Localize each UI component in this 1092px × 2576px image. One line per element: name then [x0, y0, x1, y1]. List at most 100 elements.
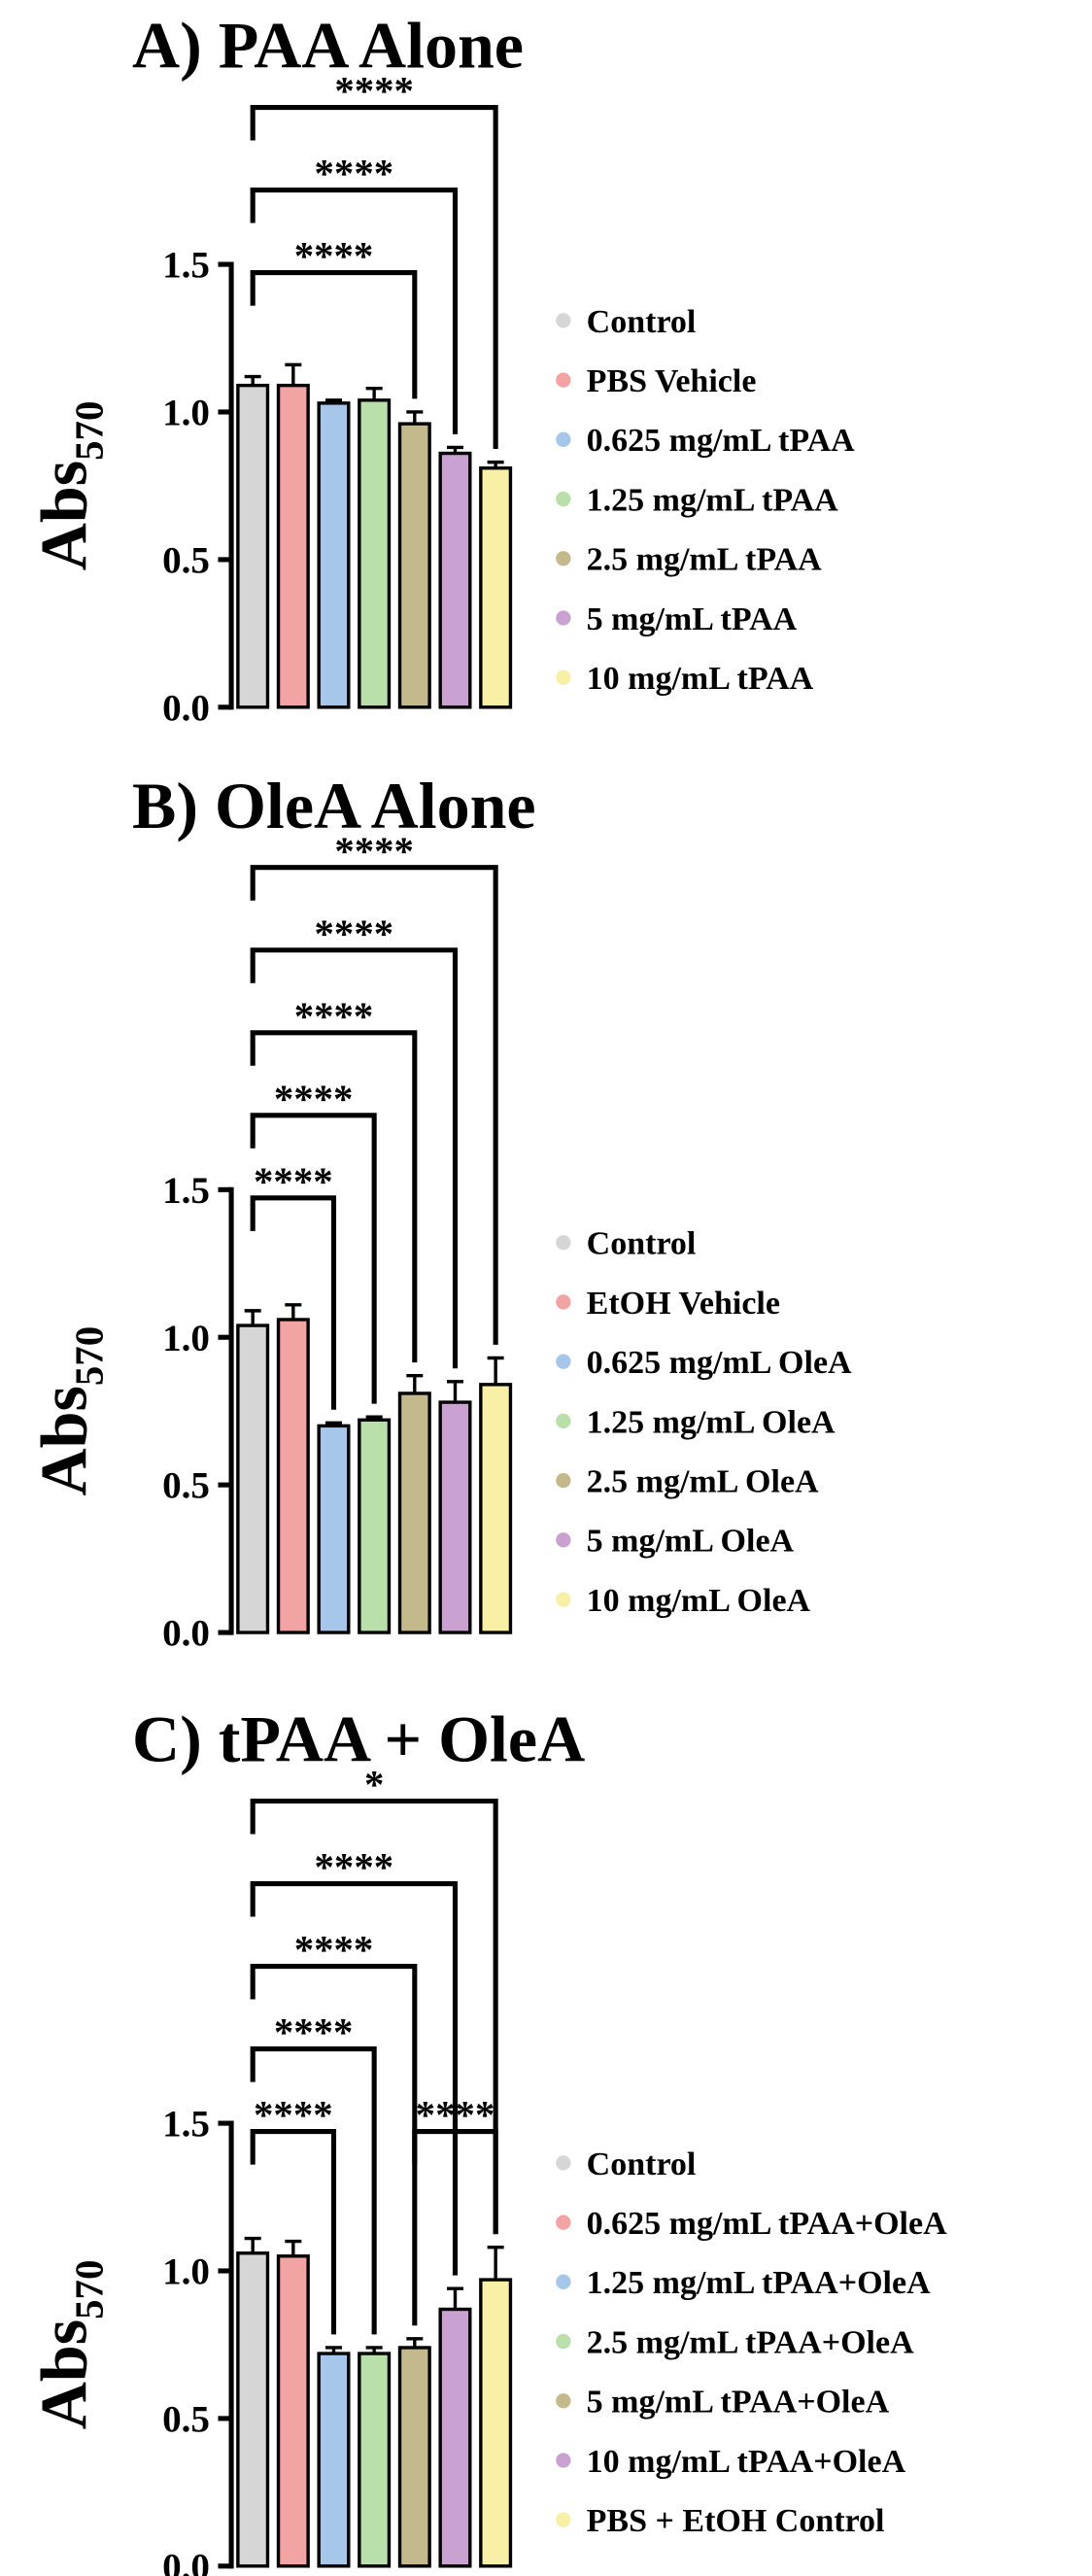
bar [438, 1400, 472, 1634]
bar [276, 2254, 310, 2568]
legend-label: 10 mg/mL tPAA [587, 661, 814, 697]
significance-label: **** [315, 911, 394, 955]
legend-label: 2.5 mg/mL tPAA+OleA [587, 2324, 914, 2360]
bar [397, 2346, 431, 2568]
legend-label: Control [587, 1226, 697, 1262]
legend-marker [556, 2512, 571, 2527]
y-tick-label: 0.0 [162, 1613, 210, 1655]
significance-bracket [250, 865, 498, 1345]
legend-label: 5 mg/mL tPAA+OleA [587, 2385, 890, 2421]
y-axis-label-sub: 570 [67, 1326, 111, 1386]
y-tick-label: 0.5 [162, 1465, 210, 1507]
legend-marker [556, 1592, 571, 1607]
significance-bracket [250, 1880, 459, 2276]
legend-label: 0.625 mg/mL tPAA+OleA [587, 2206, 947, 2242]
significance-label: * [364, 1763, 384, 1806]
legend-marker [556, 2453, 571, 2468]
y-axis-label: Abs570 [26, 1326, 111, 1496]
y-tick-label: 0.0 [162, 2546, 210, 2576]
significance-label: **** [334, 829, 414, 873]
y-tick-label: 1.0 [162, 393, 210, 434]
significance-bracket [250, 2129, 337, 2335]
bar [236, 383, 270, 709]
significance-label: **** [315, 152, 394, 195]
bar [479, 2278, 513, 2568]
bar [438, 451, 472, 709]
legend-label: 1.25 mg/mL OleA [587, 1404, 836, 1440]
significance-bracket [250, 2046, 377, 2335]
bar [276, 1318, 310, 1634]
bar [397, 422, 431, 709]
legend-marker [556, 551, 571, 567]
legend-label: 0.625 mg/mL OleA [587, 1345, 852, 1381]
y-tick-label: 0.0 [162, 687, 210, 729]
legend-label: 2.5 mg/mL OleA [587, 1464, 819, 1500]
legend-label: PBS Vehicle [587, 363, 757, 399]
bar [358, 1418, 392, 1634]
chart-title: A) PAA Alone [132, 9, 524, 83]
bar [358, 398, 392, 709]
legend-marker [556, 1294, 571, 1310]
y-axis-label-main: Abs [26, 461, 100, 570]
y-tick-label: 0.5 [162, 539, 210, 581]
y-tick-label: 1.5 [162, 2104, 210, 2146]
legend-label: 5 mg/mL tPAA [587, 601, 798, 637]
significance-label: **** [274, 2010, 354, 2054]
y-axis-label: Abs570 [26, 401, 111, 571]
bar [479, 1383, 513, 1634]
y-tick-label: 1.5 [162, 245, 210, 287]
significance-bracket [250, 1113, 377, 1404]
legend-label: 2.5 mg/mL tPAA [587, 542, 823, 578]
significance-bracket [250, 1963, 418, 2326]
bar [358, 2352, 392, 2568]
legend-marker [556, 1354, 571, 1369]
significance-label: **** [294, 994, 374, 1038]
bar [317, 2352, 351, 2568]
significance-label: **** [334, 69, 414, 113]
significance-bracket [250, 188, 459, 434]
y-tick-label: 0.5 [162, 2398, 210, 2440]
bar [397, 1391, 431, 1634]
legend-marker [556, 1235, 571, 1251]
chart-title: C) tPAA + OleA [132, 1702, 585, 1776]
y-axis-label-sub: 570 [67, 2260, 111, 2319]
significance-bracket [250, 1798, 498, 2235]
y-axis-label: Abs570 [26, 2260, 111, 2430]
significance-bracket [250, 270, 418, 399]
legend-label: Control [587, 2147, 697, 2182]
legend-marker [556, 313, 571, 328]
legend-label: 1.25 mg/mL tPAA+OleA [587, 2265, 931, 2301]
legend-marker [556, 1413, 571, 1429]
significance-bracket [250, 947, 459, 1369]
legend-marker [556, 2215, 571, 2230]
significance-bracket [250, 1030, 418, 1363]
significance-bracket [250, 1195, 337, 1410]
y-axis-label-main: Abs [26, 2319, 100, 2429]
y-axis-label-sub: 570 [67, 401, 111, 461]
significance-label: **** [254, 1159, 333, 1203]
legend-label: 0.625 mg/mL tPAA [587, 423, 856, 459]
legend-marker [556, 491, 571, 507]
chart-title: B) OleA Alone [132, 769, 536, 842]
significance-label: **** [274, 1077, 354, 1120]
bar [438, 2307, 472, 2568]
legend-label: EtOH Vehicle [587, 1286, 780, 1322]
legend-label: 1.25 mg/mL tPAA [587, 482, 839, 518]
legend-marker [556, 2274, 571, 2289]
legend-marker [556, 1472, 571, 1489]
legend-marker [556, 431, 571, 447]
legend-marker [556, 372, 571, 388]
significance-label: **** [294, 1928, 374, 1972]
legend-marker [556, 2393, 571, 2409]
legend-label: Control [587, 304, 697, 340]
legend-label: PBS + EtOH Control [587, 2503, 885, 2539]
y-tick-label: 1.5 [162, 1170, 210, 1212]
legend-marker [556, 670, 571, 685]
legend-marker [556, 1532, 571, 1548]
significance-label: **** [294, 234, 374, 278]
significance-bracket [250, 104, 498, 450]
legend-label: 10 mg/mL OleA [587, 1583, 811, 1619]
significance-label: **** [254, 2093, 333, 2137]
bar [479, 466, 513, 709]
